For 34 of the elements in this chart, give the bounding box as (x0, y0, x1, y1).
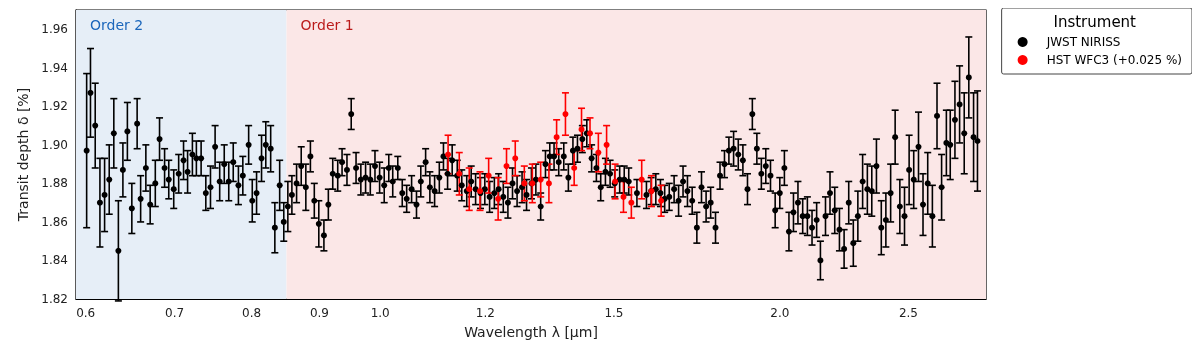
y-tick-label: 1.86 (41, 214, 68, 229)
x-tick-label: 0.6 (76, 306, 96, 320)
y-tick-label: 1.94 (41, 60, 68, 75)
point (628, 199, 635, 206)
x-axis-title: Wavelength λ [µm] (464, 324, 598, 340)
y-tick-label: 1.92 (41, 99, 68, 114)
legend-label: JWST NIRISS (1045, 35, 1121, 49)
x-tick-label: 0.7 (165, 306, 185, 320)
y-tick-label: 1.82 (41, 292, 68, 306)
legend-label: HST WFC3 (+0.025 %) (1046, 53, 1183, 67)
point (562, 111, 569, 118)
x-tick-label: 1.5 (604, 306, 624, 320)
x-tick-label: 1.0 (370, 306, 390, 320)
x-tick-label: 2.5 (898, 306, 918, 320)
x-tick-label: 1.2 (475, 306, 495, 320)
band-label: Order 1 (300, 17, 354, 33)
y-tick-label: 1.84 (41, 253, 68, 268)
point (603, 141, 610, 148)
x-tick-label: 0.8 (242, 306, 262, 320)
y-axis-title: Transit depth δ [%] (15, 87, 31, 223)
x-tick-label: 2.0 (770, 306, 790, 320)
point (495, 195, 502, 202)
x-tick-label: 0.9 (309, 306, 329, 320)
point (503, 163, 510, 170)
point (553, 134, 560, 141)
legend-title: Instrument (1053, 12, 1137, 31)
y-tick-label: 1.90 (41, 137, 68, 152)
y-tick-label: 1.96 (41, 22, 68, 37)
point (587, 130, 594, 137)
band-label: Order 2 (90, 17, 144, 33)
y-tick-label: 1.88 (41, 176, 68, 191)
point (512, 155, 519, 162)
point (545, 180, 552, 187)
point (485, 172, 492, 179)
